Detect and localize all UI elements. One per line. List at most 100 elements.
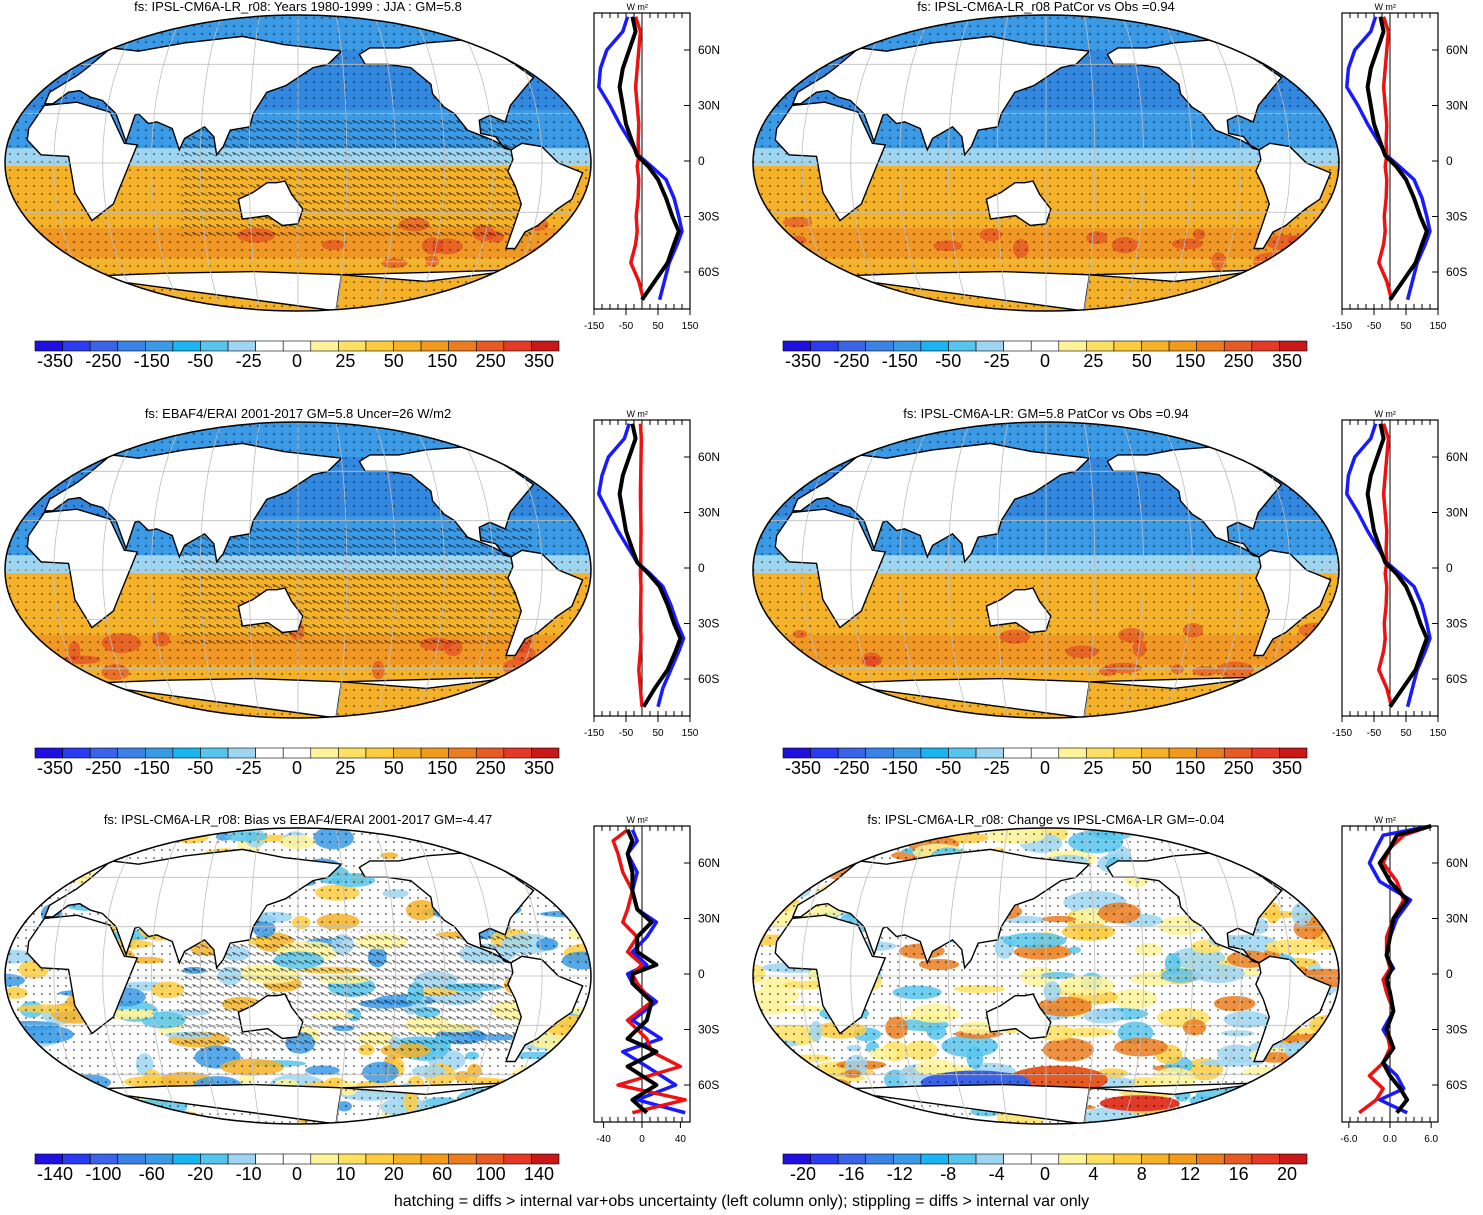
colorbar-label: -4 <box>989 1164 1005 1184</box>
colorbar-label: -10 <box>236 1164 262 1184</box>
profile-series-black <box>617 423 683 708</box>
bias-blob <box>5 1102 43 1123</box>
map-title: fs: EBAF4/ERAI 2001-2017 GM=5.8 Uncer=26… <box>145 406 451 421</box>
lat-tick-label: 60N <box>1446 43 1468 57</box>
graticule-lon <box>1197 422 1242 718</box>
colorbar-cell <box>1086 1153 1115 1165</box>
bias-blob <box>21 1068 69 1086</box>
hotspot <box>19 655 52 672</box>
graticule-lon <box>1197 15 1242 311</box>
bias-blob <box>553 848 578 866</box>
graticule-lon <box>248 828 261 1124</box>
colorbar-cell <box>975 340 1004 352</box>
graticule-lon <box>102 15 147 311</box>
bias-blob <box>575 897 590 919</box>
colorbar-label: 50 <box>1132 351 1152 371</box>
lat-tick-label: 0 <box>698 967 705 981</box>
bias-blob <box>753 862 801 871</box>
profile-panel: W m² 60N 30N 0 30S 60S -150 -50 50 150 <box>1332 409 1468 739</box>
colorbar-cell <box>448 747 477 759</box>
colorbar-cell <box>255 340 284 352</box>
colorbar-label: -150 <box>134 351 170 371</box>
bias-blob <box>1271 1103 1308 1124</box>
colorbar-label: 350 <box>524 758 554 778</box>
graticule-lon <box>850 422 895 718</box>
colorbar-cell <box>1141 1153 1170 1165</box>
colorbar-cell <box>1279 747 1308 759</box>
bias-blob <box>479 1103 533 1122</box>
landmass-samerica <box>505 142 584 250</box>
colorbar-label: -250 <box>85 351 121 371</box>
graticule-lon <box>102 422 147 718</box>
colorbar-cell <box>475 340 505 352</box>
bias-blob <box>526 1072 548 1092</box>
graticule-lon <box>373 15 397 311</box>
colorbar-cell <box>34 747 63 759</box>
landmass-australia <box>237 587 304 634</box>
colorbar-label: 12 <box>1180 1164 1200 1184</box>
colorbar-label: 0 <box>292 351 302 371</box>
bias-blob <box>516 838 569 851</box>
bias-blob <box>516 1114 546 1124</box>
bias-blob <box>805 834 828 847</box>
lat-tick-label: 30N <box>698 99 720 113</box>
graticule-lon <box>1083 15 1096 311</box>
x-tick-label: 50 <box>1400 728 1412 739</box>
colorbar-cell <box>782 747 811 759</box>
colorbar-cell <box>1030 747 1060 759</box>
graticule-lon <box>1121 828 1145 1124</box>
landmass-africa <box>774 508 887 629</box>
bias-blob <box>1238 828 1280 837</box>
lat-tick-label: 30N <box>698 506 720 520</box>
bias-blob <box>402 1119 467 1124</box>
colorbar-label: -20 <box>187 1164 213 1184</box>
x-tick-label: -150 <box>1332 321 1352 332</box>
graticule-lon <box>199 422 223 718</box>
colorbar-label: 350 <box>1272 758 1302 778</box>
colorbar-label: 0 <box>292 758 302 778</box>
colorbar-cell <box>1113 747 1142 759</box>
hotspot <box>537 250 554 266</box>
map-border <box>752 14 1340 312</box>
colorbar-cell <box>893 1153 922 1165</box>
lat-tick-label: 60S <box>1446 1078 1467 1092</box>
hatching <box>180 525 533 644</box>
graticule-lon <box>199 828 223 1124</box>
map-border <box>752 827 1340 1125</box>
colorbar-cell <box>282 1153 312 1165</box>
colorbar-cell <box>531 1153 560 1165</box>
bias-blob <box>5 1062 37 1073</box>
colorbar-cell <box>282 340 312 352</box>
colorbar-cell <box>1030 340 1060 352</box>
colorbar-cell <box>920 340 949 352</box>
colorbar-cell <box>420 747 449 759</box>
colorbar-label: -25 <box>984 758 1010 778</box>
bias-blob <box>47 1105 110 1113</box>
bias-blob <box>547 864 572 886</box>
colorbar-label: -350 <box>37 351 73 371</box>
profile-series-black <box>1377 824 1432 1114</box>
colorbar-cell <box>200 747 229 759</box>
colorbar-label: -20 <box>790 1164 816 1184</box>
bias-blob <box>80 838 131 857</box>
landmass-africa <box>26 101 139 222</box>
colorbar-cell <box>893 340 922 352</box>
landmass-samerica <box>505 955 584 1063</box>
bias-blob <box>753 1076 795 1090</box>
profile-panel: W m² 60N 30N 0 30S 60S -150 -50 50 150 <box>584 409 720 739</box>
map-border <box>4 14 592 312</box>
bias-blob <box>432 1104 482 1122</box>
graticule-lon <box>411 422 445 718</box>
colorbar-label: 250 <box>476 351 506 371</box>
colorbar: -350 -250 -150 -50 -25 0 25 50 150 250 350 <box>34 340 560 371</box>
map-field <box>5 828 591 1124</box>
colorbar-cell <box>117 1153 146 1165</box>
colorbar-cell <box>531 747 560 759</box>
colorbar-cell <box>89 1153 119 1165</box>
colorbar-cell <box>1223 1153 1253 1165</box>
landmass-australia <box>237 993 304 1040</box>
lat-tick-label: 30S <box>1446 617 1467 631</box>
map-title: fs: IPSL-CM6A-LR_r08: Years 1980-1999 : … <box>134 0 462 14</box>
colorbar-cell <box>810 1153 839 1165</box>
colorbar-cell <box>89 747 119 759</box>
